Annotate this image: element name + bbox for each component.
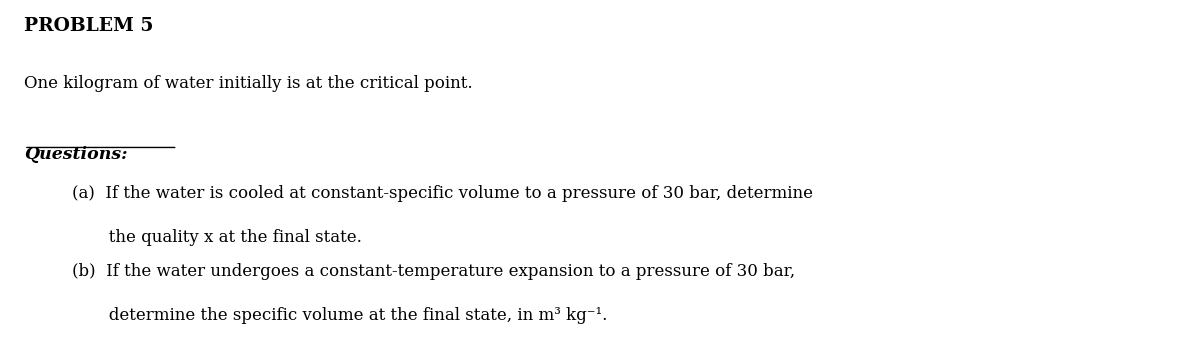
Text: Questions:: Questions: xyxy=(24,146,127,163)
Text: the quality x at the final state.: the quality x at the final state. xyxy=(72,229,362,246)
Text: (a)  If the water is cooled at constant-specific volume to a pressure of 30 bar,: (a) If the water is cooled at constant-s… xyxy=(72,185,814,202)
Text: One kilogram of water initially is at the critical point.: One kilogram of water initially is at th… xyxy=(24,75,473,92)
Text: (b)  If the water undergoes a constant-temperature expansion to a pressure of 30: (b) If the water undergoes a constant-te… xyxy=(72,263,796,280)
Text: determine the specific volume at the final state, in m³ kg⁻¹.: determine the specific volume at the fin… xyxy=(72,307,607,324)
Text: PROBLEM 5: PROBLEM 5 xyxy=(24,17,154,35)
